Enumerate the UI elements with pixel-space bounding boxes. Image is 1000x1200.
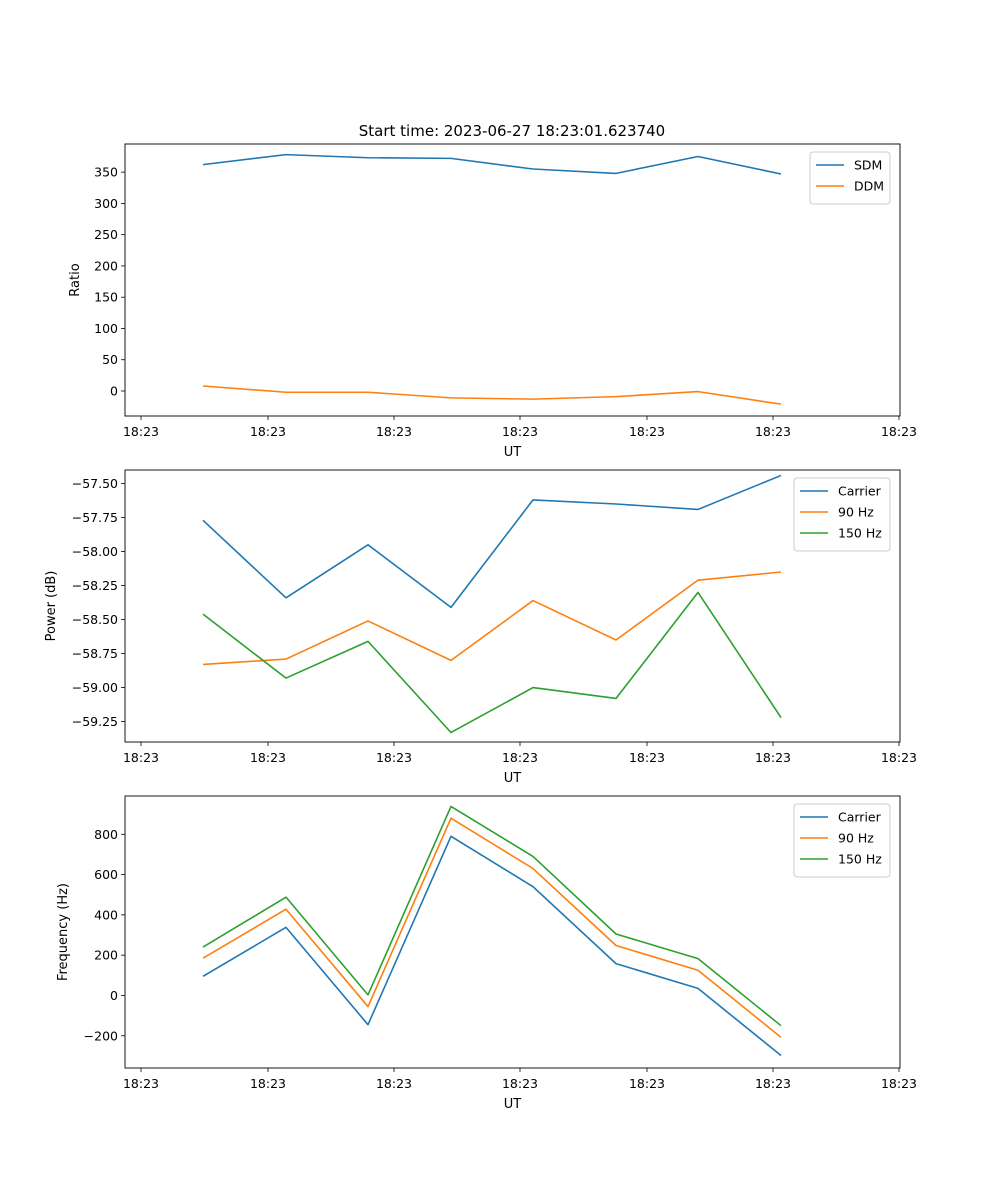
x-tick-label: 18:23 — [755, 1076, 791, 1091]
x-tick-label: 18:23 — [376, 424, 412, 439]
y-tick-label: 0 — [110, 383, 118, 398]
legend: Carrier 90 Hz 150 Hz — [793, 803, 891, 878]
legend-label: Carrier — [838, 810, 882, 825]
y-tick-label: 600 — [94, 867, 118, 882]
x-tick-label: 18:23 — [755, 750, 791, 765]
legend-label: DDM — [854, 179, 884, 194]
y-tick-label: 250 — [94, 227, 118, 242]
legend: SDM DDM — [809, 151, 891, 205]
y-tick-label: 800 — [94, 827, 118, 842]
series-line-ddm — [202, 385, 782, 405]
x-tick-label: 18:23 — [250, 1076, 286, 1091]
x-tick-label: 18:23 — [123, 1076, 159, 1091]
y-tick-label: −57.75 — [72, 510, 118, 525]
figure-title: Start time: 2023-06-27 18:23:01.623740 — [359, 122, 665, 140]
axes-frame — [124, 143, 901, 417]
y-axis-label: Ratio — [68, 263, 83, 296]
y-tick-label: −200 — [84, 1028, 118, 1043]
x-tick-label: 18:23 — [123, 750, 159, 765]
y-tick-label: −58.00 — [72, 544, 118, 559]
y-tick-label: −59.00 — [72, 680, 118, 695]
chart-panel-1: 0 50 100 150 200 250 300 350 18:23 18:23 18:23 18:2… — [68, 143, 917, 460]
x-tick-label: 18:23 — [376, 750, 412, 765]
legend-label: 90 Hz — [838, 831, 874, 846]
series-line-carrier — [202, 835, 782, 1057]
x-tick-label: 18:23 — [502, 750, 538, 765]
series-line-150-hz — [202, 591, 782, 734]
y-tick-label: −58.25 — [72, 578, 118, 593]
x-tick-label: 18:23 — [755, 424, 791, 439]
y-tick-label: 400 — [94, 907, 118, 922]
y-tick-label: −59.25 — [72, 714, 118, 729]
series-line-sdm — [202, 153, 782, 175]
y-tick-label: 100 — [94, 321, 118, 336]
x-tick-label: 18:23 — [250, 750, 286, 765]
series-line-carrier — [202, 474, 782, 609]
x-tick-label: 18:23 — [881, 1076, 917, 1091]
x-tick-label: 18:23 — [376, 1076, 412, 1091]
y-tick-label: 150 — [94, 290, 118, 305]
y-tick-label: −58.75 — [72, 646, 118, 661]
axes-frame — [124, 469, 901, 743]
legend-label: 90 Hz — [838, 505, 874, 520]
x-tick-label: 18:23 — [250, 424, 286, 439]
legend: Carrier 90 Hz 150 Hz — [793, 477, 891, 552]
y-tick-label: −57.50 — [72, 476, 118, 491]
x-tick-label: 18:23 — [502, 1076, 538, 1091]
legend-label: 150 Hz — [838, 526, 882, 541]
y-tick-label: 0 — [110, 988, 118, 1003]
x-tick-label: 18:23 — [881, 750, 917, 765]
y-tick-label: 350 — [94, 165, 118, 180]
legend-label: SDM — [854, 158, 882, 173]
y-tick-label: 200 — [94, 258, 118, 273]
x-axis-label: UT — [504, 445, 522, 460]
x-tick-label: 18:23 — [502, 424, 538, 439]
y-tick-label: 200 — [94, 948, 118, 963]
x-tick-label: 18:23 — [123, 424, 159, 439]
x-axis-label: UT — [504, 1097, 522, 1112]
x-tick-label: 18:23 — [629, 1076, 665, 1091]
series-line-90-hz — [202, 571, 782, 666]
y-tick-label: 50 — [102, 352, 118, 367]
x-tick-label: 18:23 — [881, 424, 917, 439]
chart-panel-2: −59.25 −59.00 −58.75 −58.50 −58.25 −58.00 −57.… — [44, 469, 917, 786]
series-line-90-hz — [202, 817, 782, 1038]
series-line-150-hz — [202, 805, 782, 1027]
x-tick-label: 18:23 — [629, 750, 665, 765]
legend-label: Carrier — [838, 484, 882, 499]
y-axis-label: Power (dB) — [44, 571, 59, 642]
chart-panel-3: −200 0 200 400 600 800 18:23 18:23 18:23 18:23 18:… — [56, 795, 917, 1112]
y-tick-label: 300 — [94, 196, 118, 211]
axes-frame — [124, 795, 901, 1069]
x-axis-label: UT — [504, 771, 522, 786]
y-axis-label: Frequency (Hz) — [56, 883, 71, 981]
legend-label: 150 Hz — [838, 852, 882, 867]
y-tick-label: −58.50 — [72, 612, 118, 627]
x-tick-label: 18:23 — [629, 424, 665, 439]
